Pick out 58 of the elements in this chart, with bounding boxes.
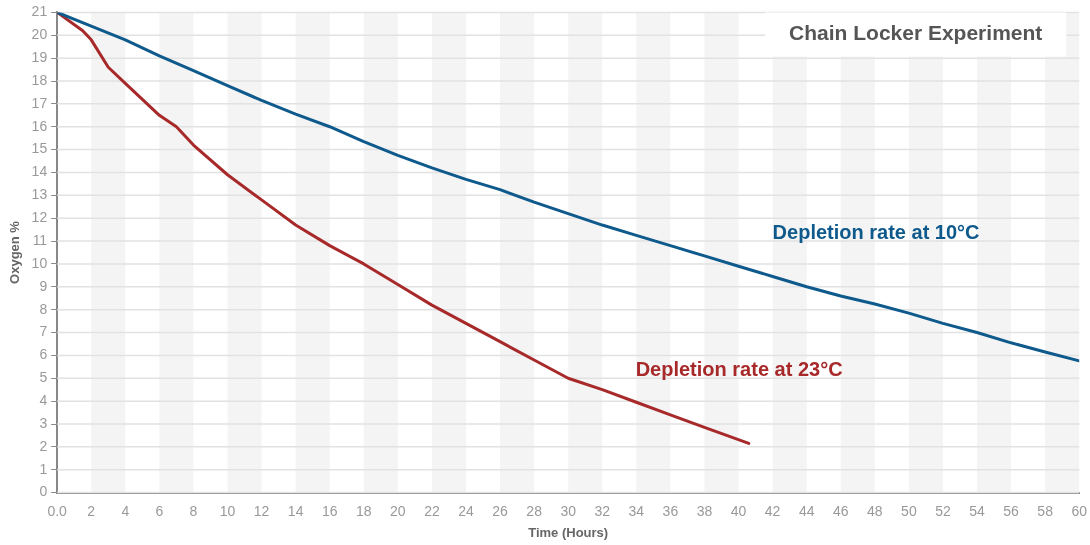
- x-tick-label: 48: [867, 502, 883, 519]
- y-tick-label: 9: [39, 277, 48, 294]
- y-tick-label: 10: [31, 254, 48, 271]
- y-tick-label: 6: [39, 346, 48, 363]
- x-tick-label: 14: [287, 502, 304, 519]
- x-tick-label: 12: [253, 502, 270, 519]
- x-tick-label: 22: [424, 502, 440, 519]
- x-axis-title: Time (Hours): [528, 524, 609, 540]
- y-tick-label: 13: [31, 186, 48, 203]
- y-tick-label: 14: [31, 163, 48, 180]
- x-tick-label: 60: [1071, 502, 1088, 519]
- y-tick-label: 2: [39, 437, 48, 454]
- y-tick-label: 21: [31, 3, 48, 20]
- chart-title: Chain Locker Experiment: [789, 21, 1043, 45]
- x-tick-label: 4: [121, 502, 130, 519]
- series-label: Depletion rate at 10°C: [772, 220, 980, 243]
- y-tick-label: 7: [39, 323, 48, 340]
- y-tick-label: 17: [31, 94, 48, 111]
- y-tick-label: 3: [39, 414, 48, 431]
- x-tick-label: 36: [662, 502, 679, 519]
- x-tick-label: 54: [969, 502, 986, 519]
- x-tick-label: 34: [628, 502, 645, 519]
- x-tick-label: 24: [458, 502, 474, 519]
- y-tick-label: 16: [31, 117, 48, 134]
- y-tick-label: 4: [39, 391, 48, 408]
- series-label: Depletion rate at 23°C: [635, 357, 843, 380]
- x-tick-label: 0.0: [47, 502, 68, 519]
- x-tick-label: 50: [901, 502, 917, 519]
- x-tick-label: 38: [696, 502, 713, 519]
- y-tick-label: 15: [31, 140, 48, 157]
- y-tick-label: 12: [31, 209, 48, 226]
- x-tick-label: 52: [935, 502, 951, 519]
- y-tick-label: 19: [31, 48, 48, 65]
- x-tick-label: 6: [155, 502, 164, 519]
- y-tick-label: 11: [32, 231, 48, 248]
- x-tick-label: 46: [832, 502, 849, 519]
- x-tick-label: 8: [189, 502, 198, 519]
- y-tick-label: 1: [39, 460, 48, 477]
- y-tick-label: 20: [31, 26, 48, 43]
- x-tick-label: 56: [1003, 502, 1020, 519]
- x-tick-label: 16: [321, 502, 338, 519]
- x-tick-label: 44: [798, 502, 815, 519]
- x-tick-label: 40: [730, 502, 747, 519]
- x-tick-label: 20: [390, 502, 406, 519]
- y-tick-label: 0: [39, 483, 48, 500]
- y-tick-label: 8: [39, 300, 48, 317]
- x-tick-label: 42: [764, 502, 781, 519]
- y-tick-label: 5: [39, 369, 48, 386]
- x-tick-label: 26: [492, 502, 509, 519]
- x-tick-label: 28: [526, 502, 543, 519]
- x-tick-label: 58: [1037, 502, 1054, 519]
- y-tick-label: 18: [31, 71, 48, 88]
- x-tick-label: 18: [356, 502, 372, 519]
- x-tick-label: 2: [87, 502, 96, 519]
- x-tick-label: 30: [560, 502, 577, 519]
- y-axis-title: Oxygen %: [7, 220, 23, 284]
- x-tick-label: 10: [219, 502, 236, 519]
- x-tick-label: 32: [594, 502, 611, 519]
